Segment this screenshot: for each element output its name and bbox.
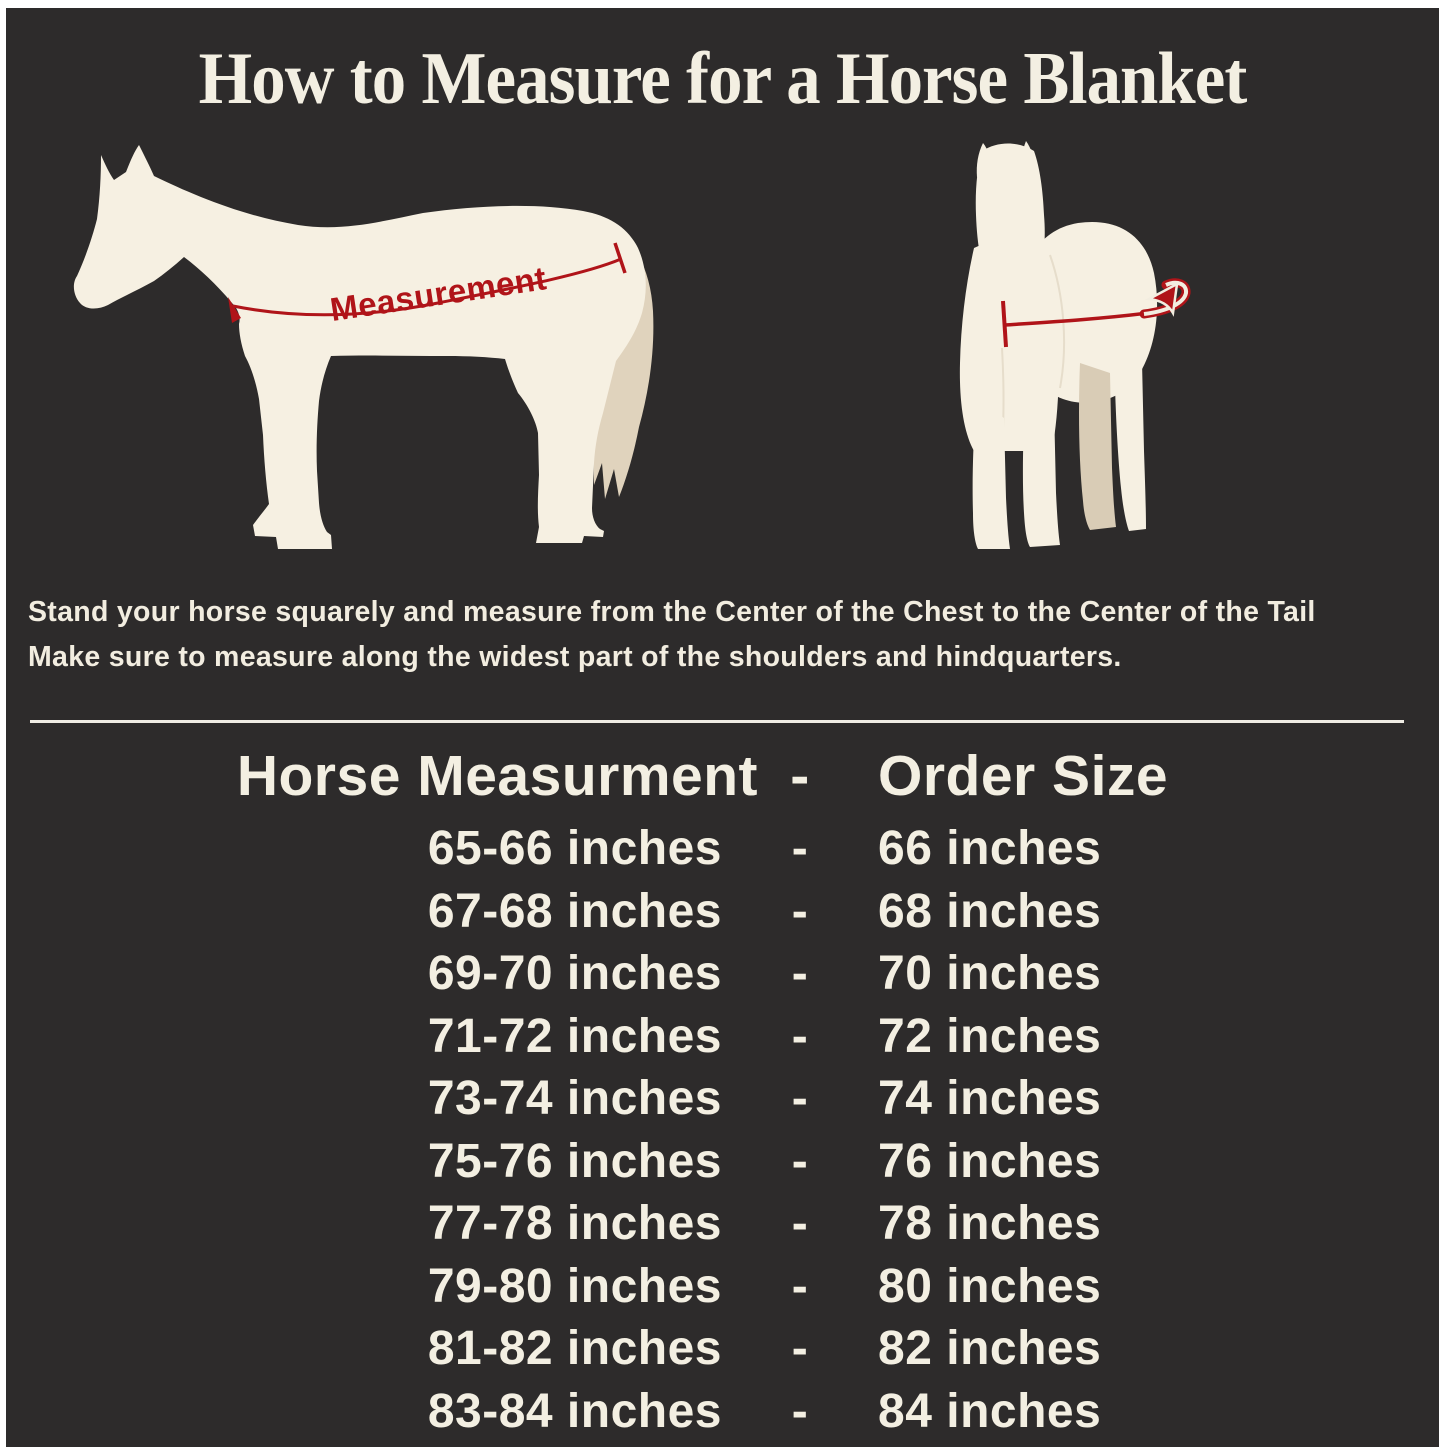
separator-cell: - [791,822,809,875]
order-cell: 66 inches [878,822,1102,875]
order-cell: 68 inches [878,884,1102,938]
measurement-cell: 73-74 inches [427,1072,722,1125]
divider-line [30,720,1404,723]
measurement-cell: 77-78 inches [427,1197,722,1250]
order-cell: 84 inches [878,1384,1102,1438]
horse-front-leg-left [972,403,1010,549]
separator-cell: - [791,1259,809,1313]
header-order-size: Order Size [878,744,1169,808]
measurement-cell: 67-68 inches [427,884,722,938]
table-row: 73-74 inches - 74 inches [6,1068,1439,1131]
size-chart-body: 65-66 inches - 66 inches 67-68 inches - … [6,818,1439,1443]
table-row: 67-68 inches - 68 inches [6,881,1439,944]
measurement-line-end-tick [613,242,627,274]
measurement-cell: 65-66 inches [427,822,722,875]
separator-cell: - [791,1197,809,1250]
table-row: 65-66 inches - 66 inches [6,818,1439,881]
separator-cell: - [791,884,809,938]
table-row: 75-76 inches - 76 inches [6,1131,1439,1194]
table-row: 83-84 inches - 84 inches [6,1381,1439,1444]
table-row: 69-70 inches - 70 inches [6,943,1439,1006]
horse-side-view-illustration: Measurement [73,145,654,549]
order-cell: 80 inches [878,1259,1102,1313]
horse-head [975,143,1045,296]
table-row: 77-78 inches - 78 inches [6,1193,1439,1256]
girth-line [1004,311,1149,327]
separator-cell: - [791,1009,809,1063]
measurement-line [232,257,622,317]
separator-cell: - [791,1384,809,1438]
horse-ear-left [976,143,994,177]
separator-cell: - [791,1322,809,1375]
instructions-line-2: Make sure to measure along the widest pa… [28,641,1122,673]
order-cell: 74 inches [878,1072,1102,1125]
table-row: 71-72 inches - 72 inches [6,1006,1439,1069]
order-cell: 72 inches [878,1009,1102,1063]
girth-arrow-curl-inner [1143,280,1189,316]
table-row: 79-80 inches - 80 inches [6,1256,1439,1319]
instructions-text: Stand your horse squarely and measure fr… [28,590,1429,680]
instructions-line-1: Stand your horse squarely and measure fr… [28,596,1316,628]
measurement-cell: 83-84 inches [427,1384,722,1438]
size-chart-header: Horse Measurment - Order Size [6,734,1439,818]
measurement-cell: 79-80 inches [427,1259,722,1313]
page-title: How to Measure for a Horse Blanket [198,38,1248,120]
measurement-cell: 75-76 inches [427,1134,722,1188]
horse-hind-leg-near [1114,348,1146,531]
girth-arrowhead [1144,281,1179,317]
girth-line-tick [1001,300,1008,348]
table-row: 81-82 inches - 82 inches [6,1318,1439,1381]
horse-front-leg-right [1022,395,1060,547]
measurement-cell: 81-82 inches [427,1322,722,1375]
order-cell: 76 inches [878,1134,1102,1188]
order-cell: 78 inches [878,1197,1102,1250]
separator-cell: - [791,947,809,1000]
horse-hind-leg-far [1079,363,1116,530]
order-cell: 82 inches [878,1322,1102,1375]
dark-panel: How to Measure for a Horse Blanket Measu… [6,8,1439,1447]
measurement-cell: 69-70 inches [427,947,722,1000]
horse-ear-right [1020,141,1037,175]
measurement-line-start-wedge [228,297,241,323]
order-cell: 70 inches [878,947,1102,1000]
header-measurement: Horse Measurment [236,744,758,808]
header-separator: - [790,744,810,808]
size-chart: Horse Measurment - Order Size 65-66 inch… [6,734,1439,1443]
horse-body [73,145,646,549]
separator-cell: - [791,1134,809,1188]
measurement-cell: 71-72 inches [427,1009,722,1063]
horse-front-view-illustration [959,141,1191,549]
separator-cell: - [791,1072,809,1125]
